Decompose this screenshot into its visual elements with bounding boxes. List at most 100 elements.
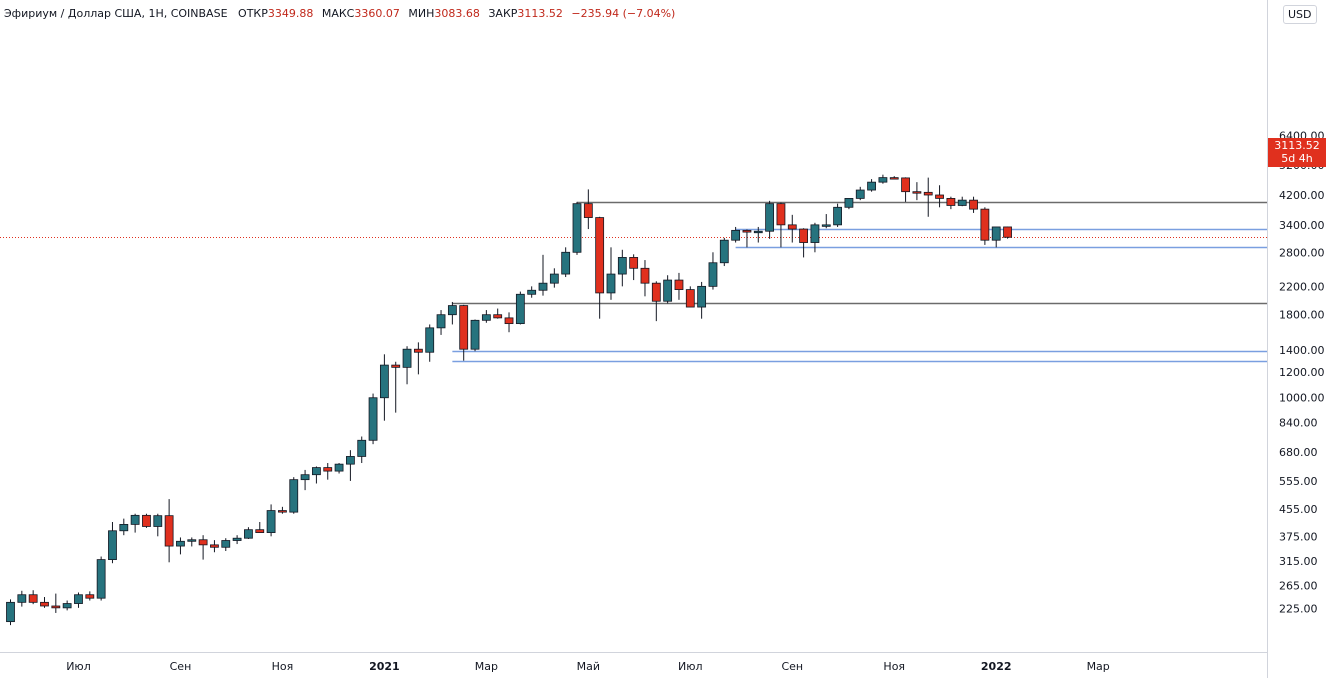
candle-up [379,364,389,399]
candle-up [368,397,378,441]
candle-down [629,257,639,269]
price-tick-label: 840.00 [1279,416,1318,429]
candle-up [708,262,718,287]
price-tick-label: 1200.00 [1279,366,1325,379]
time-tick-label: Июл [678,660,703,673]
candle-up [957,199,967,206]
candle-down [787,224,797,230]
candle-up [96,559,106,599]
candle-down [85,594,95,599]
candle-up [527,289,537,295]
candle-down [640,267,650,284]
price-tick-label: 680.00 [1279,446,1318,459]
candle-up [538,282,548,291]
close-value: 3113.52 [517,7,563,20]
candle-up [130,514,140,525]
price-tick-label: 1400.00 [1279,344,1325,357]
price-tick-label: 555.00 [1279,475,1318,488]
candle-up [719,239,729,264]
candle-up [833,206,842,226]
candle-up [334,463,344,472]
change-value: −235.94 (−7.04%) [571,7,676,20]
candle-down [742,229,752,233]
time-tick-label: Сен [170,660,192,673]
bar-countdown: 5d 4h [1281,152,1313,165]
currency-button[interactable]: USD [1283,5,1317,24]
low-value: 3083.68 [434,7,480,20]
time-tick-label: Ноя [272,660,294,673]
candle-up [991,226,1001,241]
candle-up [663,279,673,302]
price-tick-label: 3400.00 [1279,219,1325,232]
candle-up [74,594,83,604]
time-tick-label: Июл [66,660,91,673]
candle-up [765,203,775,232]
candle-up [119,523,129,532]
candle-down [278,510,287,513]
candle-up [821,224,831,227]
candle-down [323,467,333,472]
current-price-value: 3113.52 [1274,139,1320,152]
price-tick-label: 455.00 [1279,503,1318,516]
candle-up [176,540,185,547]
time-tick-label: Мар [475,660,498,673]
candle-down [685,289,695,308]
candle-down [504,317,514,325]
candle-up [844,198,854,208]
candle-up [447,305,457,316]
symbol-title: Эфириум / Доллар США, 1Н, COINBASE [4,7,228,20]
candle-down [413,348,423,353]
time-tick-label: Май [577,660,600,673]
candle-up [153,515,163,527]
candle-down [935,194,944,199]
time-tick-label: Сен [781,660,803,673]
candle-down [901,177,910,193]
symbol-header: Эфириум / Доллар США, 1Н, COINBASE ОТКР3… [4,7,680,20]
candle-up [878,177,888,183]
candle-up [731,229,741,241]
candle-down [1003,226,1012,238]
candle-up [810,224,820,243]
high-label: МАКС [321,7,355,20]
candle-up [617,257,627,275]
candle-up [572,203,582,253]
candle-down [51,605,61,609]
candle-up [425,327,435,353]
candle-down [459,305,469,350]
price-tick-label: 2200.00 [1279,280,1325,293]
candle-up [549,273,559,284]
candle-down [946,198,956,206]
candle-up [515,293,525,325]
current-price-badge: 3113.52 5d 4h [1268,138,1326,167]
close-label: ЗАКР [488,7,518,20]
candle-up [867,181,876,191]
candle-down [164,515,174,547]
candle-down [889,177,899,180]
candle-up [697,285,707,308]
candle-down [210,544,219,548]
candle-up [6,601,15,623]
open-value: 3349.88 [267,7,314,20]
candle-up [312,467,321,476]
candle-up [221,540,231,548]
candle-down [391,364,401,368]
price-tick-label: 265.00 [1279,579,1318,592]
candle-up [289,479,299,513]
candle-up [300,474,310,481]
candle-up [561,251,571,275]
price-tick-label: 2800.00 [1279,246,1325,259]
candle-up [357,439,367,457]
price-tick-label: 1800.00 [1279,309,1325,322]
candle-up [266,510,276,533]
candle-up [470,319,480,350]
candle-up [436,314,446,329]
candle-down [583,203,593,218]
candle-down [40,601,49,607]
candle-down [912,191,922,194]
candle-down [969,199,978,210]
candle-up [855,189,865,199]
candle-down [980,208,990,241]
candle-down [776,203,786,226]
